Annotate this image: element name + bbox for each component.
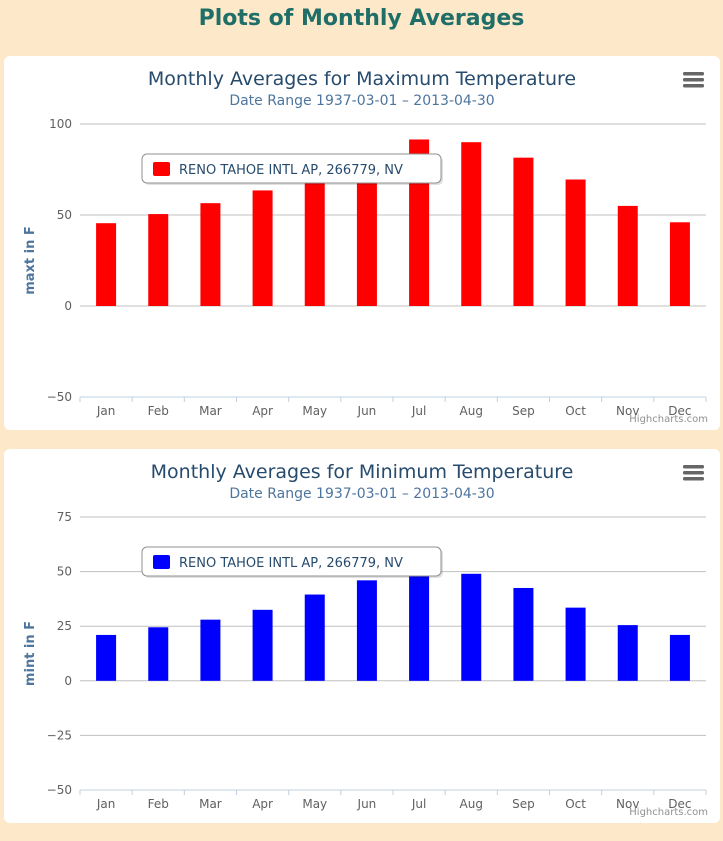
min-x-tick-label: Sep xyxy=(512,797,535,811)
min-bar-jun[interactable] xyxy=(356,580,377,681)
min-chart-subtitle: Date Range 1937-03-01 – 2013-04-30 xyxy=(229,486,494,502)
max-x-tick-label: Sep xyxy=(512,404,535,418)
min-temperature-chart-svg: Monthly Averages for Minimum Temperature… xyxy=(23,461,708,818)
min-x-tick-label: May xyxy=(302,797,327,811)
max-x-tick-label: Dec xyxy=(668,404,691,418)
min-legend-label[interactable]: RENO TAHOE INTL AP, 266779, NV xyxy=(179,556,403,571)
min-x-tick-label: Feb xyxy=(148,797,169,811)
min-bar-nov[interactable] xyxy=(617,625,638,681)
min-x-tick-label: Jun xyxy=(357,797,377,811)
max-bar-mar[interactable] xyxy=(200,203,221,306)
min-bar-aug[interactable] xyxy=(461,573,482,681)
min-y-axis-title: mint in F xyxy=(23,621,38,686)
min-legend[interactable]: RENO TAHOE INTL AP, 266779, NV xyxy=(141,546,443,578)
min-x-tick-label: Dec xyxy=(668,797,691,811)
max-temperature-chart: Monthly Averages for Maximum Temperature… xyxy=(4,56,720,430)
max-bar-apr[interactable] xyxy=(252,190,273,306)
min-bar-sep[interactable] xyxy=(513,587,534,681)
max-y-axis-title: maxt in F xyxy=(23,226,38,295)
max-bar-nov[interactable] xyxy=(617,205,638,306)
max-x-tick-label: Aug xyxy=(460,404,483,418)
min-bar-jul[interactable] xyxy=(409,567,430,681)
max-bar-may[interactable] xyxy=(304,174,325,306)
min-chart-title: Monthly Averages for Minimum Temperature xyxy=(151,461,574,483)
max-y-tick-label: 50 xyxy=(57,208,72,222)
min-bar-oct[interactable] xyxy=(565,607,586,681)
max-x-tick-label: Nov xyxy=(616,404,639,418)
max-x-tick-label: Mar xyxy=(199,404,222,418)
min-x-tick-label: Apr xyxy=(252,797,273,811)
max-x-tick-label: May xyxy=(302,404,327,418)
max-legend[interactable]: RENO TAHOE INTL AP, 266779, NV xyxy=(141,153,443,185)
max-bar-sep[interactable] xyxy=(513,157,534,306)
max-y-tick-label: −50 xyxy=(47,390,72,404)
hamburger-menu-icon[interactable] xyxy=(683,465,704,481)
max-x-tick-label: Jul xyxy=(411,404,426,418)
min-y-tick-label: 50 xyxy=(57,565,72,579)
min-bar-may[interactable] xyxy=(304,594,325,681)
min-y-tick-label: 75 xyxy=(57,510,72,524)
min-y-tick-label: 0 xyxy=(64,674,72,688)
hamburger-menu-icon[interactable] xyxy=(683,72,704,88)
max-y-tick-label: 100 xyxy=(49,117,72,131)
min-bar-feb[interactable] xyxy=(148,627,169,681)
min-x-tick-label: Jan xyxy=(96,797,116,811)
min-y-tick-label: 25 xyxy=(57,619,72,633)
max-bar-feb[interactable] xyxy=(148,214,169,306)
max-bar-oct[interactable] xyxy=(565,179,586,306)
max-x-tick-label: Jun xyxy=(357,404,377,418)
max-credits[interactable]: Highcharts.com xyxy=(629,414,708,425)
max-legend-box[interactable] xyxy=(141,153,442,184)
min-x-tick-label: Aug xyxy=(460,797,483,811)
min-y-tick-label: −50 xyxy=(47,783,72,797)
min-legend-box[interactable] xyxy=(141,546,442,577)
max-chart-title: Monthly Averages for Maximum Temperature xyxy=(148,68,576,90)
min-legend-swatch xyxy=(153,555,170,569)
min-x-tick-label: Mar xyxy=(199,797,222,811)
max-x-tick-label: Feb xyxy=(148,404,169,418)
min-bar-apr[interactable] xyxy=(252,609,273,681)
min-temperature-chart: Monthly Averages for Minimum Temperature… xyxy=(4,449,720,823)
page-title: Plots of Monthly Averages xyxy=(198,6,525,31)
min-bar-dec[interactable] xyxy=(669,634,690,681)
max-chart-subtitle: Date Range 1937-03-01 – 2013-04-30 xyxy=(229,93,494,109)
max-x-tick-label: Jan xyxy=(96,404,116,418)
max-temperature-chart-svg: Monthly Averages for Maximum Temperature… xyxy=(23,68,708,425)
min-x-tick-label: Jul xyxy=(411,797,426,811)
min-x-tick-label: Nov xyxy=(616,797,639,811)
max-y-tick-label: 0 xyxy=(64,299,72,313)
max-bar-aug[interactable] xyxy=(461,142,482,306)
max-bar-dec[interactable] xyxy=(669,222,690,306)
min-bar-jan[interactable] xyxy=(96,634,117,681)
max-x-tick-label: Oct xyxy=(565,404,586,418)
min-x-tick-label: Oct xyxy=(565,797,586,811)
min-credits[interactable]: Highcharts.com xyxy=(629,807,708,818)
min-bar-mar[interactable] xyxy=(200,619,221,681)
max-x-tick-label: Apr xyxy=(252,404,273,418)
min-y-tick-label: −25 xyxy=(47,728,72,742)
max-bar-jun[interactable] xyxy=(356,155,377,306)
max-legend-label[interactable]: RENO TAHOE INTL AP, 266779, NV xyxy=(179,163,403,178)
max-legend-swatch xyxy=(153,162,170,176)
max-bar-jan[interactable] xyxy=(96,223,117,306)
